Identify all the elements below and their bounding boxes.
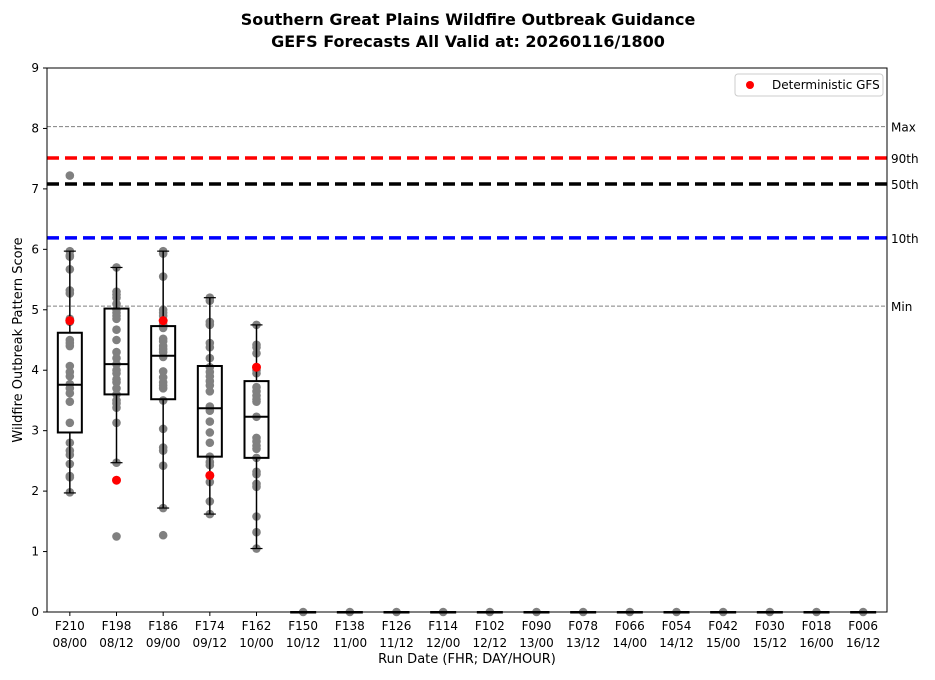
x-tick-label-dayhour: 10/00 <box>239 636 274 650</box>
x-tick-label-dayhour: 12/00 <box>426 636 461 650</box>
x-tick-label-fhr: F174 <box>195 619 225 633</box>
legend: Deterministic GFS <box>734 73 884 97</box>
member-point <box>65 388 75 398</box>
y-axis-label: Wildfire Outbreak Pattern Score <box>11 237 26 442</box>
y-tick-label: 9 <box>31 61 39 75</box>
deterministic-gfs-point <box>158 316 168 326</box>
x-tick-label-dayhour: 16/00 <box>799 636 834 650</box>
x-tick-label-fhr: F150 <box>288 619 318 633</box>
x-tick-label-dayhour: 14/12 <box>659 636 694 650</box>
legend-marker-red-dot <box>746 81 754 89</box>
x-tick-label-dayhour: 14/00 <box>613 636 648 650</box>
member-point <box>158 530 168 540</box>
member-point <box>112 314 121 324</box>
reference-line-label-min: Min <box>891 300 912 314</box>
reference-line-label-90th: 90th <box>891 152 919 166</box>
x-tick-label-fhr: F186 <box>148 619 178 633</box>
plot-frame <box>46 67 888 613</box>
reference-line-label-50th: 50th <box>891 178 919 192</box>
box-iqr <box>103 307 130 396</box>
x-tick-label-fhr: F006 <box>848 619 878 633</box>
x-tick-label-dayhour: 15/12 <box>753 636 788 650</box>
member-point <box>112 378 121 387</box>
x-tick-label-fhr: F114 <box>428 619 458 633</box>
member-point <box>65 371 75 381</box>
member-point <box>158 384 168 393</box>
member-point <box>65 341 75 351</box>
x-tick-label-fhr: F078 <box>568 619 598 633</box>
x-tick-label-dayhour: 10/12 <box>286 636 321 650</box>
y-tick-label: 4 <box>31 363 39 377</box>
x-tick-label-fhr: F102 <box>475 619 505 633</box>
y-tick-label: 5 <box>31 303 39 317</box>
member-point <box>112 325 121 335</box>
member-point <box>205 387 215 396</box>
chart-subtitle: GEFS Forecasts All Valid at: 20260116/18… <box>271 32 665 51</box>
x-tick-label-fhr: F210 <box>55 619 85 633</box>
member-point <box>205 381 215 390</box>
box-iqr <box>56 331 83 434</box>
x-axis-label: Run Date (FHR; DAY/HOUR) <box>378 652 556 667</box>
reference-line-label-10th: 10th <box>891 232 919 246</box>
box-iqr <box>150 325 177 401</box>
x-tick-label-dayhour: 11/12 <box>379 636 414 650</box>
y-tick-label: 2 <box>31 484 39 498</box>
member-point <box>252 444 261 454</box>
x-tick-label-fhr: F126 <box>382 619 412 633</box>
x-tick-label-dayhour: 09/00 <box>146 636 181 650</box>
x-tick-label-dayhour: 13/00 <box>519 636 554 650</box>
member-point <box>65 361 75 371</box>
x-tick-label-fhr: F138 <box>335 619 365 633</box>
x-tick-label-fhr: F018 <box>802 619 832 633</box>
deterministic-gfs-point <box>252 362 261 372</box>
chart-title: Southern Great Plains Wildfire Outbreak … <box>241 10 696 29</box>
legend-label: Deterministic GFS <box>772 78 880 92</box>
y-tick-label: 0 <box>31 605 39 619</box>
x-tick-label-fhr: F066 <box>615 619 645 633</box>
member-point <box>65 418 75 428</box>
member-point <box>205 428 215 437</box>
x-tick-label-dayhour: 08/12 <box>99 636 134 650</box>
member-point <box>112 335 121 345</box>
x-tick-label-fhr: F042 <box>708 619 738 633</box>
x-tick-label-dayhour: 13/12 <box>566 636 601 650</box>
x-tick-label-fhr: F090 <box>522 619 552 633</box>
box-iqr <box>196 364 223 458</box>
x-tick-label-fhr: F054 <box>662 619 692 633</box>
x-tick-label-fhr: F162 <box>242 619 272 633</box>
y-tick-label: 1 <box>31 545 39 559</box>
member-point <box>112 384 121 393</box>
deterministic-gfs-point <box>205 470 215 480</box>
y-tick-label: 8 <box>31 121 39 135</box>
legend-box <box>734 73 884 97</box>
x-tick-label-fhr: F198 <box>102 619 132 633</box>
member-point <box>112 368 121 378</box>
member-point <box>65 171 75 180</box>
member-point <box>112 532 121 541</box>
member-point <box>158 367 168 376</box>
y-tick-label: 7 <box>31 182 39 196</box>
x-tick-label-dayhour: 09/12 <box>193 636 228 650</box>
y-tick-label: 3 <box>31 424 39 438</box>
x-tick-label-dayhour: 12/12 <box>473 636 508 650</box>
x-tick-label-fhr: F030 <box>755 619 785 633</box>
reference-line-label-max: Max <box>891 121 916 135</box>
x-tick-label-dayhour: 16/12 <box>846 636 881 650</box>
member-point <box>252 397 261 406</box>
member-point <box>158 352 168 362</box>
member-point <box>205 417 215 426</box>
x-tick-label-dayhour: 08/00 <box>53 636 88 650</box>
box-iqr <box>243 380 270 459</box>
deterministic-gfs-point <box>112 475 121 485</box>
member-point <box>205 438 215 448</box>
y-tick-label: 6 <box>31 242 39 256</box>
deterministic-gfs-point <box>65 316 75 326</box>
x-tick-label-dayhour: 11/00 <box>333 636 368 650</box>
member-point <box>65 397 75 406</box>
member-point <box>112 353 121 363</box>
x-tick-label-dayhour: 15/00 <box>706 636 741 650</box>
member-point <box>112 347 121 357</box>
